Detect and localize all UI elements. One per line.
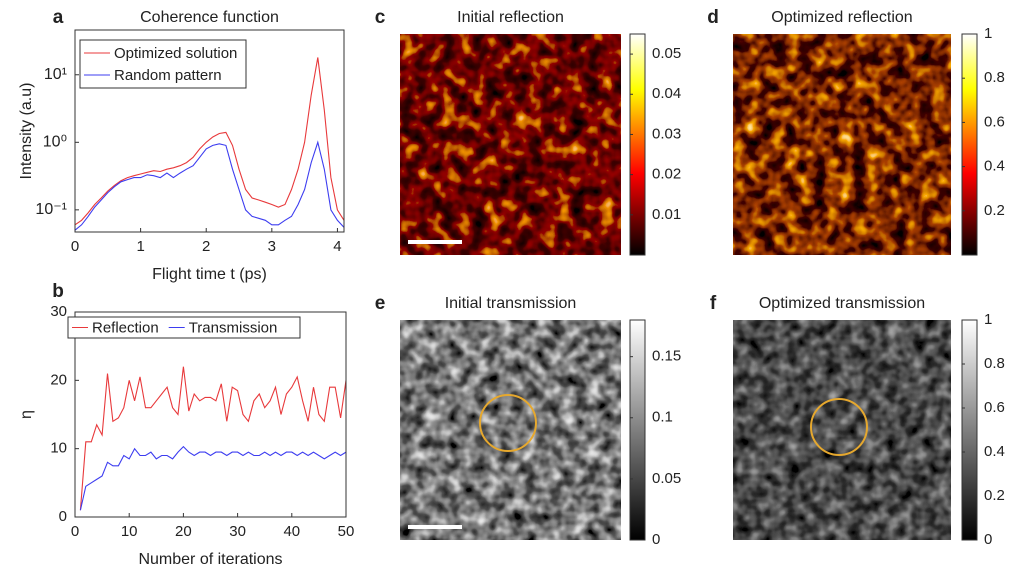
colorbar-tick-label: 0.2 [984, 202, 1005, 219]
y-axis-label: η [18, 410, 35, 419]
panel-label: f [710, 293, 717, 314]
colorbar-tick-label: 0.6 [984, 113, 1005, 130]
chart-title: Initial reflection [457, 9, 564, 26]
x-tick-label: 0 [71, 238, 79, 255]
plot-frame [74, 311, 347, 518]
colorbar-tick-label: 0.6 [984, 399, 1005, 416]
legend: Optimized solution Random pattern [79, 39, 247, 89]
x-tick-label: 0 [71, 523, 79, 540]
legend: Reflection Transmission [67, 316, 301, 339]
panel-label: c [375, 7, 386, 28]
speckle-image [400, 320, 621, 540]
y-tick-label: 10 [50, 440, 67, 457]
colorbar-tick-label: 0.8 [984, 69, 1005, 86]
x-tick-label: 10 [121, 523, 138, 540]
colorbar-tick-label: 0.01 [652, 206, 681, 223]
panel-label: b [52, 281, 64, 302]
colorbar-tick-label: 0.2 [984, 487, 1005, 504]
x-tick-label: 50 [338, 523, 355, 540]
colorbar [961, 319, 978, 541]
colorbar-tick-label: 0 [652, 531, 660, 548]
x-tick-label: 30 [229, 523, 246, 540]
colorbar-tick-label: 0.04 [652, 85, 681, 102]
chart-title: Initial transmission [445, 295, 577, 312]
x-tick-label: 3 [268, 238, 276, 255]
speckle-image [733, 320, 951, 540]
series-line [79, 366, 347, 511]
colorbar-tick-label: 1 [984, 25, 992, 42]
colorbar-tick-label: 0.15 [652, 348, 681, 365]
colorbar-tick-label: 0.02 [652, 166, 681, 183]
x-tick-label: 1 [136, 238, 144, 255]
series-line [79, 445, 347, 511]
colorbar-tick-label: 0.1 [652, 409, 673, 426]
speckle-image [733, 34, 951, 255]
legend-box [79, 39, 247, 89]
panel-label: a [53, 7, 64, 28]
panel-label: e [375, 293, 386, 314]
y-tick-label: 30 [50, 303, 67, 320]
plot-frame [74, 29, 345, 233]
colorbar-tick-label: 0.8 [984, 355, 1005, 372]
x-tick-label: 20 [175, 523, 192, 540]
colorbar-tick-label: 0.4 [984, 443, 1005, 460]
highlight-circle [810, 398, 868, 456]
y-tick-label: 20 [50, 371, 67, 388]
series-line [74, 140, 345, 231]
speckle-image [400, 34, 621, 255]
colorbar-tick-label: 0.05 [652, 470, 681, 487]
colorbar [629, 319, 646, 541]
x-tick-label: 40 [283, 523, 300, 540]
panel-label: d [707, 7, 719, 28]
legend-label: Transmission [189, 319, 278, 336]
chart-title: Optimized reflection [771, 9, 912, 26]
series-line [74, 57, 345, 226]
colorbar [629, 33, 646, 256]
legend-label: Optimized solution [114, 45, 237, 62]
colorbar-tick-label: 0.03 [652, 125, 681, 142]
chart-title: Optimized transmission [759, 295, 925, 312]
colorbar [961, 33, 978, 256]
x-axis-label: Number of iterations [138, 551, 282, 568]
x-tick-label: 4 [333, 238, 341, 255]
x-axis-label: Flight time t (ps) [152, 266, 267, 283]
y-tick-label: 0 [59, 508, 67, 525]
colorbar-tick-label: 0 [984, 531, 992, 548]
y-tick-label: 10⁰ [43, 134, 67, 151]
colorbar-tick-label: 1 [984, 311, 992, 328]
y-axis-label: Intensity (a.u) [18, 83, 35, 180]
y-tick-label: 10⁻¹ [35, 201, 67, 218]
colorbar-tick-label: 0.05 [652, 45, 681, 62]
colorbar-tick-label: 0.4 [984, 158, 1005, 175]
y-tick-label: 10¹ [44, 66, 67, 83]
x-tick-label: 2 [202, 238, 210, 255]
legend-label: Reflection [92, 319, 159, 336]
chart-title: Coherence function [140, 9, 279, 26]
highlight-circle [479, 394, 537, 452]
legend-label: Random pattern [114, 67, 222, 84]
